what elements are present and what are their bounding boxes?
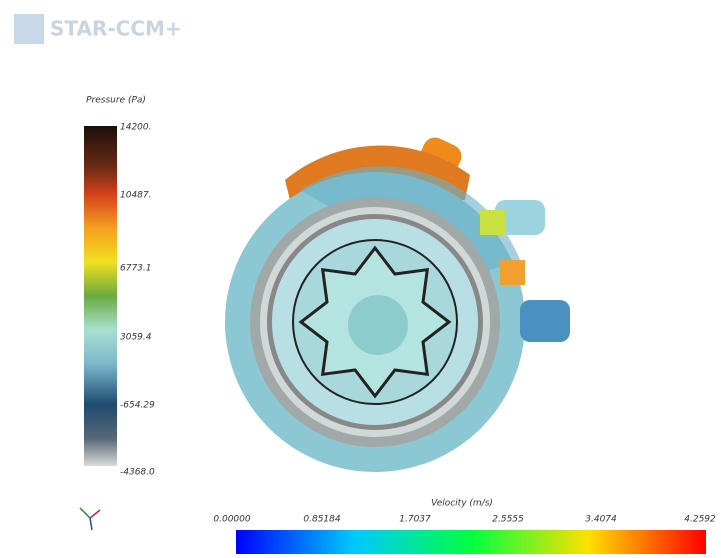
velocity-title: Velocity (m/s) (431, 499, 493, 509)
velocity-label: 3.4074 (585, 515, 617, 525)
logo-text: STAR-CCM+ (50, 17, 182, 41)
velocity-label: 2.5555 (492, 515, 524, 525)
velocity-label: 1.7037 (399, 515, 431, 525)
pressure-title: Pressure (Pa) (86, 96, 146, 106)
velocity-label: 4.2592 (684, 515, 716, 525)
velocity-label: 0.00000 (213, 515, 250, 525)
pressure-label: 10487. (120, 191, 152, 201)
model (225, 134, 570, 472)
pressure-label: -654.29 (120, 401, 155, 411)
pressure-label: 6773.1 (120, 264, 152, 274)
logo-icon (14, 14, 44, 44)
pressure-label: 14200. (120, 123, 152, 133)
pressure-colorbar (84, 126, 117, 466)
axis-triad (80, 508, 100, 530)
viewport: STAR-CCM+ Pressure (Pa) 14200. 10487. 67… (0, 0, 721, 554)
velocity-colorbar (236, 530, 706, 554)
pressure-label: -4368.0 (120, 468, 155, 478)
velocity-label: 0.85184 (303, 515, 340, 525)
pressure-label: 3059.4 (120, 333, 152, 343)
